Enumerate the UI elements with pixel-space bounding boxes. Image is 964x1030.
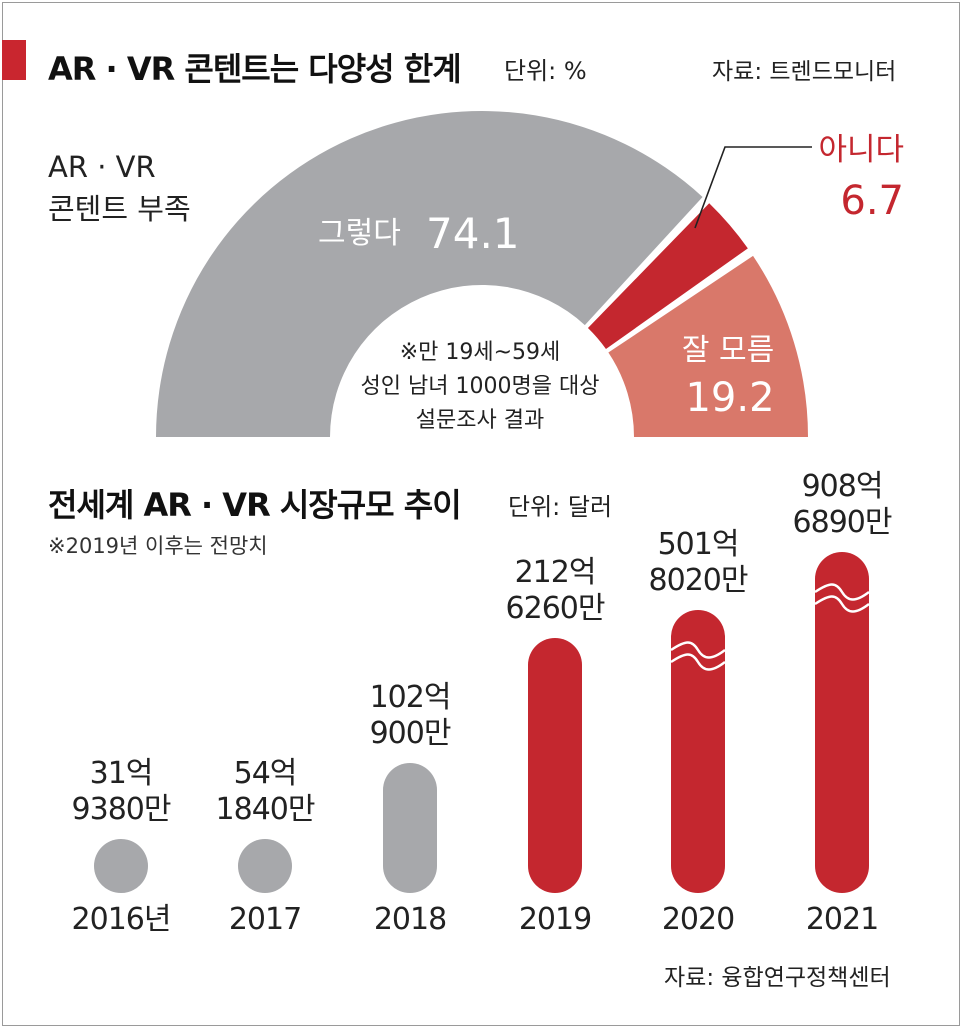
survey-unit: 단위: % [504,57,587,85]
survey-question-line-1: AR · VR [48,150,156,184]
bar-3 [528,638,582,893]
category-label-2: 2018 [374,902,446,937]
value-label-0-line-2: 9380만 [72,792,171,827]
survey-note-line-2: 성인 남녀 1000명을 대상 [360,374,600,399]
value-label-1-line-2: 1840만 [216,792,315,827]
slice-unknown [608,255,808,437]
market-source: 자료: 융합연구정책센터 [664,965,891,991]
value-label-5-line-2: 6890만 [793,505,892,540]
category-label-4: 2020 [662,902,734,937]
value-label-5-line-1: 908억 [802,469,883,504]
category-label-1: 2017 [229,902,301,937]
survey-donut-chart: 그렇다 74.1 아니다 6.7 잘 모름 19.2 [156,110,904,437]
value-label-2-line-2: 900만 [370,716,451,751]
slice-no [587,203,748,350]
value-label-2-line-1: 102억 [370,680,451,715]
title-accent-bar [2,40,26,80]
break-mark-5-b [814,595,870,613]
survey-source: 자료: 트렌드모니터 [712,59,897,85]
survey-question: AR · VR 콘텐트 부족 [48,146,191,230]
slice-yes-value: 74.1 [426,209,520,258]
value-label-1-line-1: 54억 [234,756,297,791]
bar-4 [671,610,725,893]
slice-yes-label: 그렇다 [318,216,401,251]
break-mark-4-b [670,653,726,671]
survey-question-line-2: 콘텐트 부족 [48,192,191,226]
bar-1 [238,839,292,893]
break-mark-4-a [670,641,726,659]
value-label-3-line-1: 212억 [515,555,596,590]
slice-unknown-label: 잘 모름 [682,333,774,368]
survey-note-line-3: 설문조사 결과 [415,408,545,433]
survey-note-line-1: ※만 19세~59세 [399,340,561,365]
market-title: 전세계 AR · VR 시장규모 추이 [48,486,462,524]
survey-note: ※만 19세~59세 성인 남녀 1000명을 대상 설문조사 결과 [330,336,630,438]
bar-0 [94,839,148,893]
survey-title: AR · VR 콘텐트는 다양성 한계 [48,50,462,88]
category-label-5: 2021 [806,902,878,937]
slice-unknown-value: 19.2 [685,375,774,421]
value-label-3-line-2: 6260만 [506,591,605,626]
slice-yes [156,110,703,437]
slice-no-label: 아니다 [818,132,904,168]
slice-no-value: 6.7 [840,178,904,224]
value-label-0-line-1: 31억 [90,756,153,791]
break-mark-5-a [814,583,870,601]
leader-line [694,146,812,229]
category-label-0: 2016년 [72,902,171,937]
bar-2 [383,763,437,893]
bar-5 [815,552,869,893]
market-unit: 단위: 달러 [508,493,613,521]
category-label-3: 2019 [519,902,591,937]
value-label-4-line-2: 8020만 [649,563,748,598]
market-note: ※2019년 이후는 전망치 [48,534,268,558]
value-label-4-line-1: 501억 [658,527,739,562]
